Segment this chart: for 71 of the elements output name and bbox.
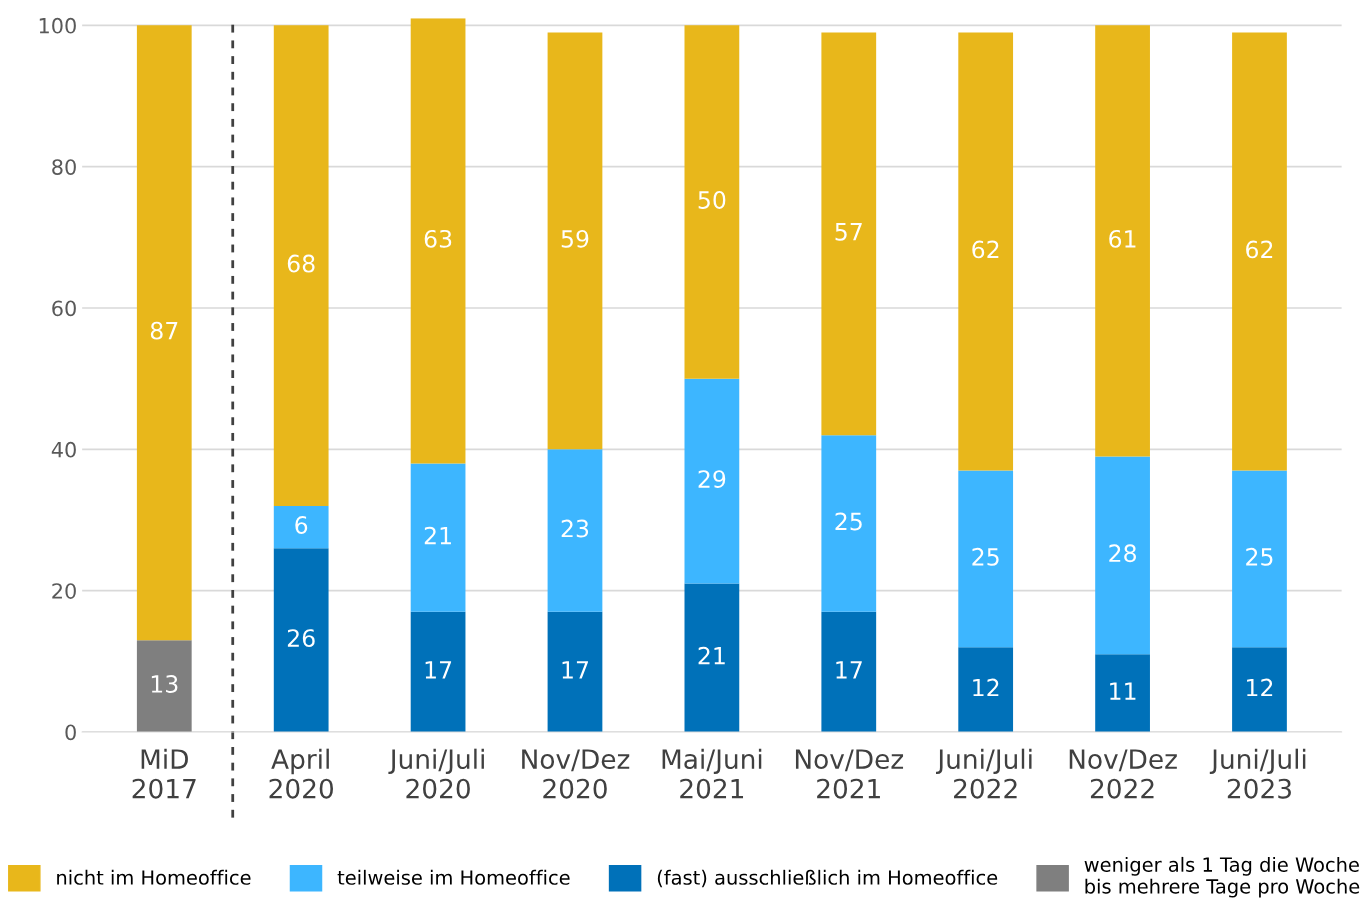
data-label: 13: [151, 675, 178, 693]
data-label: 23: [561, 519, 589, 538]
bar: [958, 470, 1014, 648]
bar: [821, 611, 877, 732]
data-label: 6: [295, 516, 308, 534]
bar: [1232, 647, 1287, 732]
y-tick-label: 20: [52, 583, 76, 599]
x-tick-label: Juni/Juli 2020: [388, 748, 484, 799]
bar: [547, 611, 603, 732]
data-label: 57: [835, 223, 862, 241]
x-tick-label: MiD 2017: [132, 748, 196, 799]
bar: [1232, 32, 1287, 471]
x-tick-label: Mai/Juni 2021: [662, 748, 762, 799]
x-tick-label: Nov/Dez 2021: [795, 749, 904, 799]
data-label: 68: [287, 254, 315, 273]
data-label: 25: [972, 547, 999, 566]
data-label: 25: [1246, 547, 1273, 566]
data-label: 25: [835, 512, 862, 531]
bar: [958, 32, 1014, 471]
bar: [410, 18, 466, 464]
bar: [1095, 456, 1150, 655]
data-label: 29: [698, 470, 726, 488]
data-label: 21: [698, 646, 725, 665]
x-tick-label: April 2020: [269, 748, 334, 799]
data-label: 26: [287, 629, 315, 647]
data-label: 62: [1246, 240, 1273, 259]
data-label: 87: [150, 321, 178, 340]
x-tick-label: Juni/Juli 2023: [1209, 748, 1306, 799]
legend-label: weniger als 1 Tag die Woche bis mehrere Tage pro Woche: [1084, 856, 1360, 898]
bar: [136, 25, 192, 641]
y-tick-label: 80: [52, 159, 76, 175]
data-label: 17: [836, 661, 862, 679]
legend-label: (fast) ausschließlich im Homeoffice: [657, 869, 998, 888]
y-tick-label: 0: [65, 724, 76, 741]
legend-label: teilweise im Homeoffice: [337, 869, 570, 885]
bar: [410, 611, 466, 732]
bar: [547, 449, 603, 612]
data-label: 59: [561, 229, 589, 248]
bar: [1095, 654, 1150, 732]
bar: [1232, 470, 1287, 648]
data-label: 21: [424, 526, 451, 545]
bar: [547, 32, 603, 450]
bar: [1095, 25, 1150, 457]
data-label: 17: [562, 661, 588, 679]
bar: [273, 505, 329, 549]
data-label: 62: [972, 240, 999, 259]
data-label: 12: [973, 678, 999, 697]
data-label: 61: [1109, 229, 1136, 248]
y-tick-label: 60: [52, 300, 76, 317]
bar: [684, 583, 740, 732]
data-label: 63: [424, 229, 452, 248]
legend-label: nicht im Homeoffice: [57, 869, 251, 885]
x-tick-label: Nov/Dez 2020: [522, 749, 630, 799]
bar: [684, 25, 740, 379]
data-label: 12: [1247, 678, 1273, 697]
bar: [821, 435, 877, 612]
x-tick-label: Nov/Dez 2022: [1069, 749, 1177, 799]
y-tick-label: 40: [51, 441, 76, 458]
y-tick-label: 100: [39, 17, 76, 34]
bar: [273, 548, 329, 732]
data-label: 50: [698, 191, 726, 209]
bar: [273, 25, 329, 506]
data-label: 17: [425, 661, 452, 679]
x-tick-label: Juni/Juli 2022: [936, 748, 1032, 799]
bar: [684, 378, 740, 584]
bar: [821, 32, 877, 436]
bar: [410, 463, 466, 612]
bar: [958, 647, 1014, 732]
data-label: 28: [1109, 544, 1136, 563]
bar: [136, 640, 192, 732]
data-label: 11: [1110, 682, 1136, 700]
